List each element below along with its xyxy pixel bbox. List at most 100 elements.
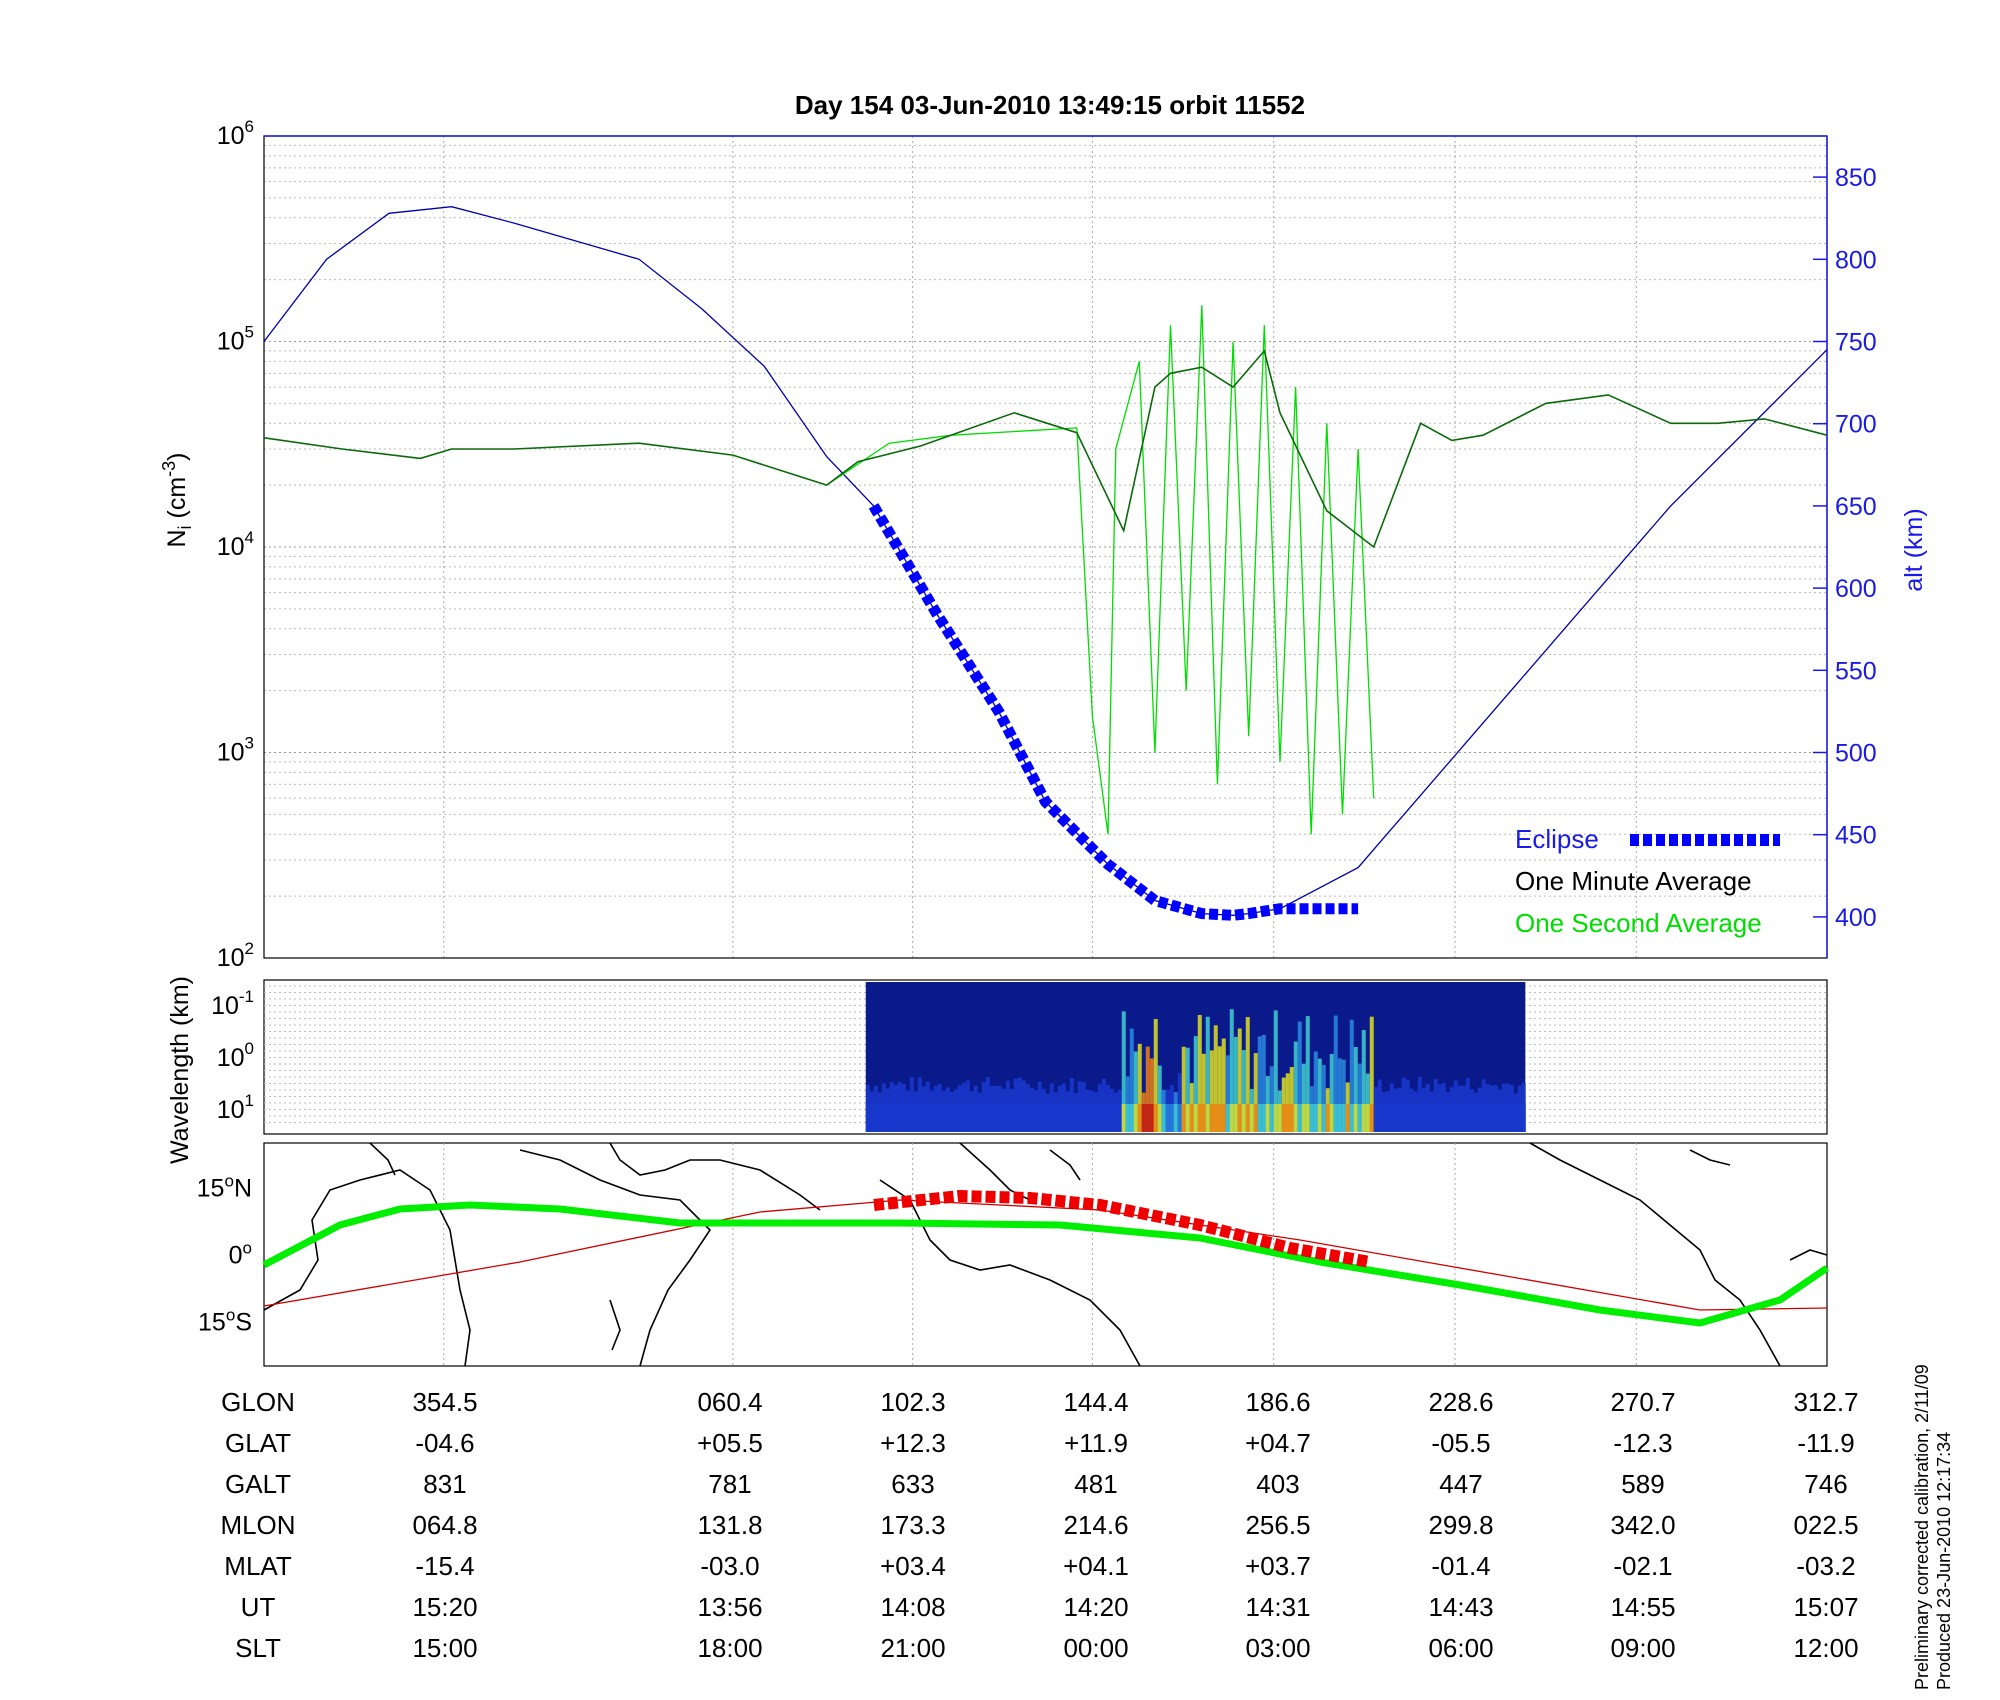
spectrogram-base	[873, 1104, 878, 1132]
coastline	[1789, 1249, 1828, 1261]
spectrogram-base	[1501, 1104, 1506, 1132]
spectrogram-base	[913, 1104, 918, 1132]
spectrogram-base	[1357, 1104, 1362, 1132]
y2-tick-label: 400	[1835, 904, 1877, 932]
spectrogram-stripe	[1313, 1051, 1318, 1132]
spectrogram-stripe	[1197, 1014, 1202, 1132]
spectrogram-base	[1493, 1104, 1498, 1132]
spectrogram-base	[1393, 1104, 1398, 1132]
spectrogram-base	[1497, 1104, 1502, 1132]
spectrogram-base	[1465, 1104, 1470, 1132]
spectrogram-base	[1361, 1104, 1366, 1132]
y2-axis-label: alt (km)	[1900, 508, 1928, 591]
spectrogram-base	[869, 1104, 874, 1132]
spectrogram-base	[1073, 1104, 1078, 1132]
spectrogram-base	[1485, 1104, 1490, 1132]
spectrogram-base	[981, 1104, 986, 1132]
spectrogram-y-label: Wavelength (km)	[166, 976, 194, 1164]
spectrogram-base	[1277, 1104, 1282, 1132]
spectrogram-stripe	[1269, 1066, 1274, 1132]
y-tick-label: 105	[217, 323, 254, 356]
spectrogram-base	[1153, 1104, 1158, 1132]
spectrogram-base	[1013, 1104, 1018, 1132]
spectrogram-base	[1197, 1104, 1202, 1132]
coastline	[1689, 1149, 1731, 1166]
spectrogram-stripe	[1157, 1065, 1162, 1132]
spectrogram-base	[941, 1104, 946, 1132]
spectrogram-base	[1157, 1104, 1162, 1132]
spectrogram-base	[905, 1104, 910, 1132]
map-frame	[263, 1142, 1828, 1367]
spectrogram-stripe	[1293, 1041, 1298, 1132]
spectrogram-base	[1033, 1104, 1038, 1132]
map-lat-tick-label: 0o	[229, 1239, 252, 1270]
spectrogram-base	[997, 1104, 1002, 1132]
spectrogram-base	[1181, 1104, 1186, 1132]
spectrogram-stripe	[1209, 1050, 1214, 1132]
spectrogram-base	[985, 1104, 990, 1132]
spectrogram-base	[1261, 1104, 1266, 1132]
spectrogram-base	[1505, 1104, 1510, 1132]
spectrogram-stripe	[1329, 1053, 1334, 1132]
spectrogram-base	[1065, 1104, 1070, 1132]
spectrogram-base	[1449, 1104, 1454, 1132]
spectrogram-base	[1061, 1104, 1066, 1132]
spectrogram-base	[1177, 1104, 1182, 1132]
spectrogram-base	[889, 1104, 894, 1132]
density-panel: 102 103 104 105 106 400 450 500 550 600 650 700 750 8…	[217, 117, 1877, 972]
spectrogram-base	[1517, 1104, 1522, 1132]
y2-tick-label: 450	[1835, 822, 1877, 850]
spectrogram-stripe	[1145, 1046, 1150, 1132]
spectrogram-stripe	[1301, 1063, 1306, 1132]
spectrogram-base	[993, 1104, 998, 1132]
spectrogram-base	[1029, 1104, 1034, 1132]
eclipse-track-segment	[873, 1189, 1372, 1268]
spectrogram-base	[1217, 1104, 1222, 1132]
series-one-minute-line	[263, 349, 1828, 549]
spectrogram-stripe	[1321, 1064, 1326, 1132]
spectrogram-stripe	[1297, 1021, 1302, 1132]
spectrogram-base	[877, 1104, 882, 1132]
spectrogram-base	[1025, 1104, 1030, 1132]
spectrogram-base	[1489, 1104, 1494, 1132]
spectrogram-base	[1005, 1104, 1010, 1132]
y-tick-label: 104	[217, 528, 254, 561]
spectrogram-base	[1201, 1104, 1206, 1132]
spectrogram-base	[1053, 1104, 1058, 1132]
spectrogram-base	[1453, 1104, 1458, 1132]
spectrogram-base	[881, 1104, 886, 1132]
spectrogram-tick-label: 100	[217, 1039, 254, 1072]
spectrogram-stripe	[1177, 1073, 1182, 1132]
spectrogram-stripe	[1353, 1046, 1358, 1132]
spectrogram-base	[1289, 1104, 1294, 1132]
map-lat-tick-label: 15oS	[198, 1305, 252, 1336]
spectrogram-base	[1273, 1104, 1278, 1132]
spectrogram-base	[1409, 1104, 1414, 1132]
spectrogram-stripe	[1305, 1016, 1310, 1132]
spectrogram-base	[1141, 1104, 1146, 1132]
spectrogram-base	[1097, 1104, 1102, 1132]
spectrogram-stripe	[1185, 1047, 1190, 1132]
spectrogram-base	[1241, 1104, 1246, 1132]
spectrogram-base	[1401, 1104, 1406, 1132]
coastline	[1049, 1149, 1081, 1181]
spectrogram-base	[1445, 1104, 1450, 1132]
spectrogram-stripe	[1229, 1009, 1234, 1132]
coastline	[609, 1142, 821, 1211]
spectrogram-base	[929, 1104, 934, 1132]
spectrogram-base	[1317, 1104, 1322, 1132]
spectrogram-base	[1397, 1104, 1402, 1132]
spectrogram-base	[1385, 1104, 1390, 1132]
spectrogram-base	[953, 1104, 958, 1132]
spectrogram-base	[1173, 1104, 1178, 1132]
spectrogram-stripe	[1181, 1046, 1186, 1132]
spectrogram-stripe	[1201, 1053, 1206, 1132]
spectrogram-base	[897, 1104, 902, 1132]
spectrogram-stripe	[1261, 1034, 1266, 1132]
spectrogram-base	[1169, 1104, 1174, 1132]
spectrogram-stripe	[1149, 1058, 1154, 1132]
spectrogram-base	[1301, 1104, 1306, 1132]
ground-track-line	[262, 1201, 1829, 1327]
chart-title: Day 154 03-Jun-2010 13:49:15 orbit 11552	[795, 90, 1305, 120]
